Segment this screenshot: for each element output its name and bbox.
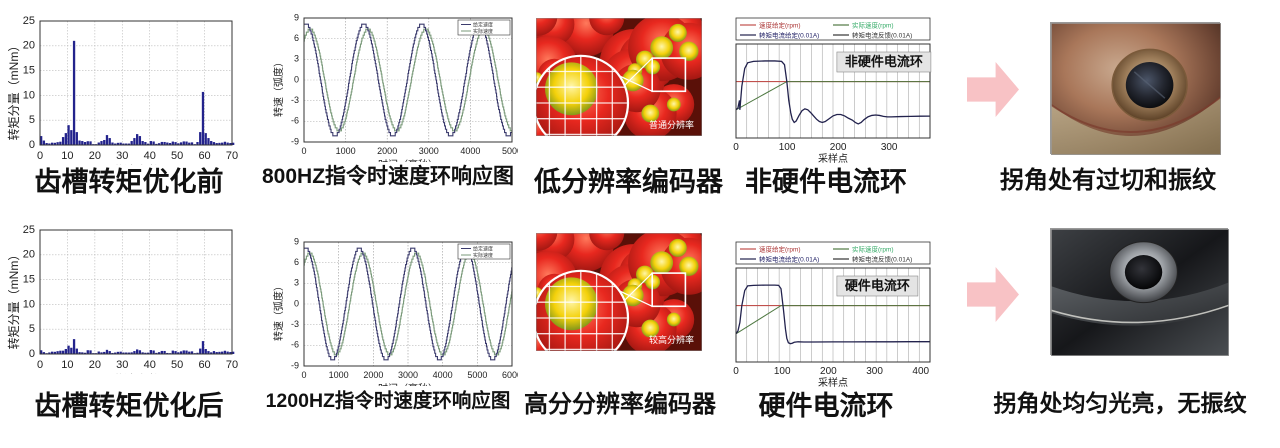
svg-text:1000: 1000 (329, 370, 349, 380)
svg-text:5: 5 (29, 323, 35, 335)
svg-text:实际速度(rpm): 实际速度(rpm) (852, 245, 894, 254)
svg-text:100: 100 (779, 142, 796, 153)
svg-text:60: 60 (198, 359, 210, 371)
svg-text:较高分辨率: 较高分辨率 (649, 334, 694, 345)
svg-text:实际速度: 实际速度 (473, 28, 493, 35)
svg-text:200: 200 (830, 142, 847, 153)
svg-text:-3: -3 (291, 95, 299, 105)
svg-text:6: 6 (294, 257, 299, 267)
svg-text:30: 30 (116, 359, 128, 371)
svg-text:20: 20 (89, 359, 101, 371)
svg-text:实际速度: 实际速度 (473, 252, 493, 259)
svg-text:10: 10 (23, 89, 35, 101)
svg-text:0: 0 (301, 146, 306, 156)
svg-text:3: 3 (294, 278, 299, 288)
svg-text:5: 5 (29, 114, 35, 126)
svg-text:转矩电流给定(0.01A): 转矩电流给定(0.01A) (759, 31, 819, 40)
svg-text:4000: 4000 (433, 370, 453, 380)
svg-text:3000: 3000 (398, 370, 418, 380)
svg-text:20: 20 (23, 40, 35, 52)
svg-text:转矩电流给定(0.01A): 转矩电流给定(0.01A) (759, 255, 819, 264)
svg-text:15: 15 (23, 274, 35, 286)
svg-text:转速（弧度）: 转速（弧度） (272, 281, 285, 341)
svg-text:实际速度(rpm): 实际速度(rpm) (852, 21, 894, 30)
svg-text:0: 0 (37, 359, 43, 371)
svg-text:0: 0 (733, 142, 739, 153)
svg-text:6000: 6000 (502, 370, 518, 380)
svg-text:300: 300 (866, 366, 883, 377)
svg-text:速度给定(rpm): 速度给定(rpm) (759, 21, 801, 30)
svg-text:转矩分量（mNm）: 转矩分量（mNm） (6, 249, 21, 350)
svg-text:40: 40 (144, 359, 156, 371)
svg-text:非硬件电流环: 非硬件电流环 (845, 54, 923, 69)
svg-text:转矩电流反馈(0.01A): 转矩电流反馈(0.01A) (852, 255, 912, 264)
svg-text:5000: 5000 (467, 370, 487, 380)
svg-text:硬件电流环: 硬件电流环 (845, 278, 910, 293)
svg-text:3000: 3000 (419, 146, 439, 156)
svg-text:0: 0 (733, 366, 739, 377)
svg-text:谐波次数: 谐波次数 (112, 372, 160, 374)
svg-text:4000: 4000 (460, 146, 480, 156)
svg-text:50: 50 (171, 359, 183, 371)
svg-text:0: 0 (294, 74, 299, 84)
svg-text:2000: 2000 (363, 370, 383, 380)
svg-text:转矩分量（mNm）: 转矩分量（mNm） (6, 40, 21, 141)
svg-text:-6: -6 (291, 116, 299, 126)
svg-text:3: 3 (294, 54, 299, 64)
svg-text:200: 200 (820, 366, 837, 377)
svg-text:10: 10 (61, 359, 73, 371)
svg-text:5000: 5000 (502, 146, 518, 156)
svg-text:300: 300 (881, 142, 898, 153)
svg-text:-9: -9 (291, 136, 299, 146)
svg-text:25: 25 (23, 15, 35, 27)
svg-text:9: 9 (294, 236, 299, 246)
svg-text:速度给定(rpm): 速度给定(rpm) (759, 245, 801, 254)
svg-text:9: 9 (294, 12, 299, 22)
svg-text:0: 0 (29, 139, 35, 151)
svg-text:转矩电流反馈(0.01A): 转矩电流反馈(0.01A) (852, 31, 912, 40)
svg-text:给定速度: 给定速度 (473, 245, 493, 252)
svg-text:70: 70 (226, 359, 238, 371)
svg-text:-9: -9 (291, 360, 299, 370)
svg-text:10: 10 (23, 298, 35, 310)
svg-text:100: 100 (774, 366, 791, 377)
svg-text:20: 20 (23, 249, 35, 261)
svg-text:普通分辨率: 普通分辨率 (649, 119, 694, 130)
svg-text:0: 0 (301, 370, 306, 380)
svg-text:转速（弧度）: 转速（弧度） (272, 57, 285, 117)
svg-text:6: 6 (294, 33, 299, 43)
svg-text:给定速度: 给定速度 (473, 21, 493, 28)
svg-text:15: 15 (23, 65, 35, 77)
svg-text:1000: 1000 (336, 146, 356, 156)
svg-text:2000: 2000 (377, 146, 397, 156)
svg-text:-3: -3 (291, 319, 299, 329)
svg-text:0: 0 (29, 348, 35, 360)
svg-text:400: 400 (912, 366, 929, 377)
svg-text:-6: -6 (291, 340, 299, 350)
svg-text:25: 25 (23, 224, 35, 236)
svg-text:0: 0 (294, 298, 299, 308)
